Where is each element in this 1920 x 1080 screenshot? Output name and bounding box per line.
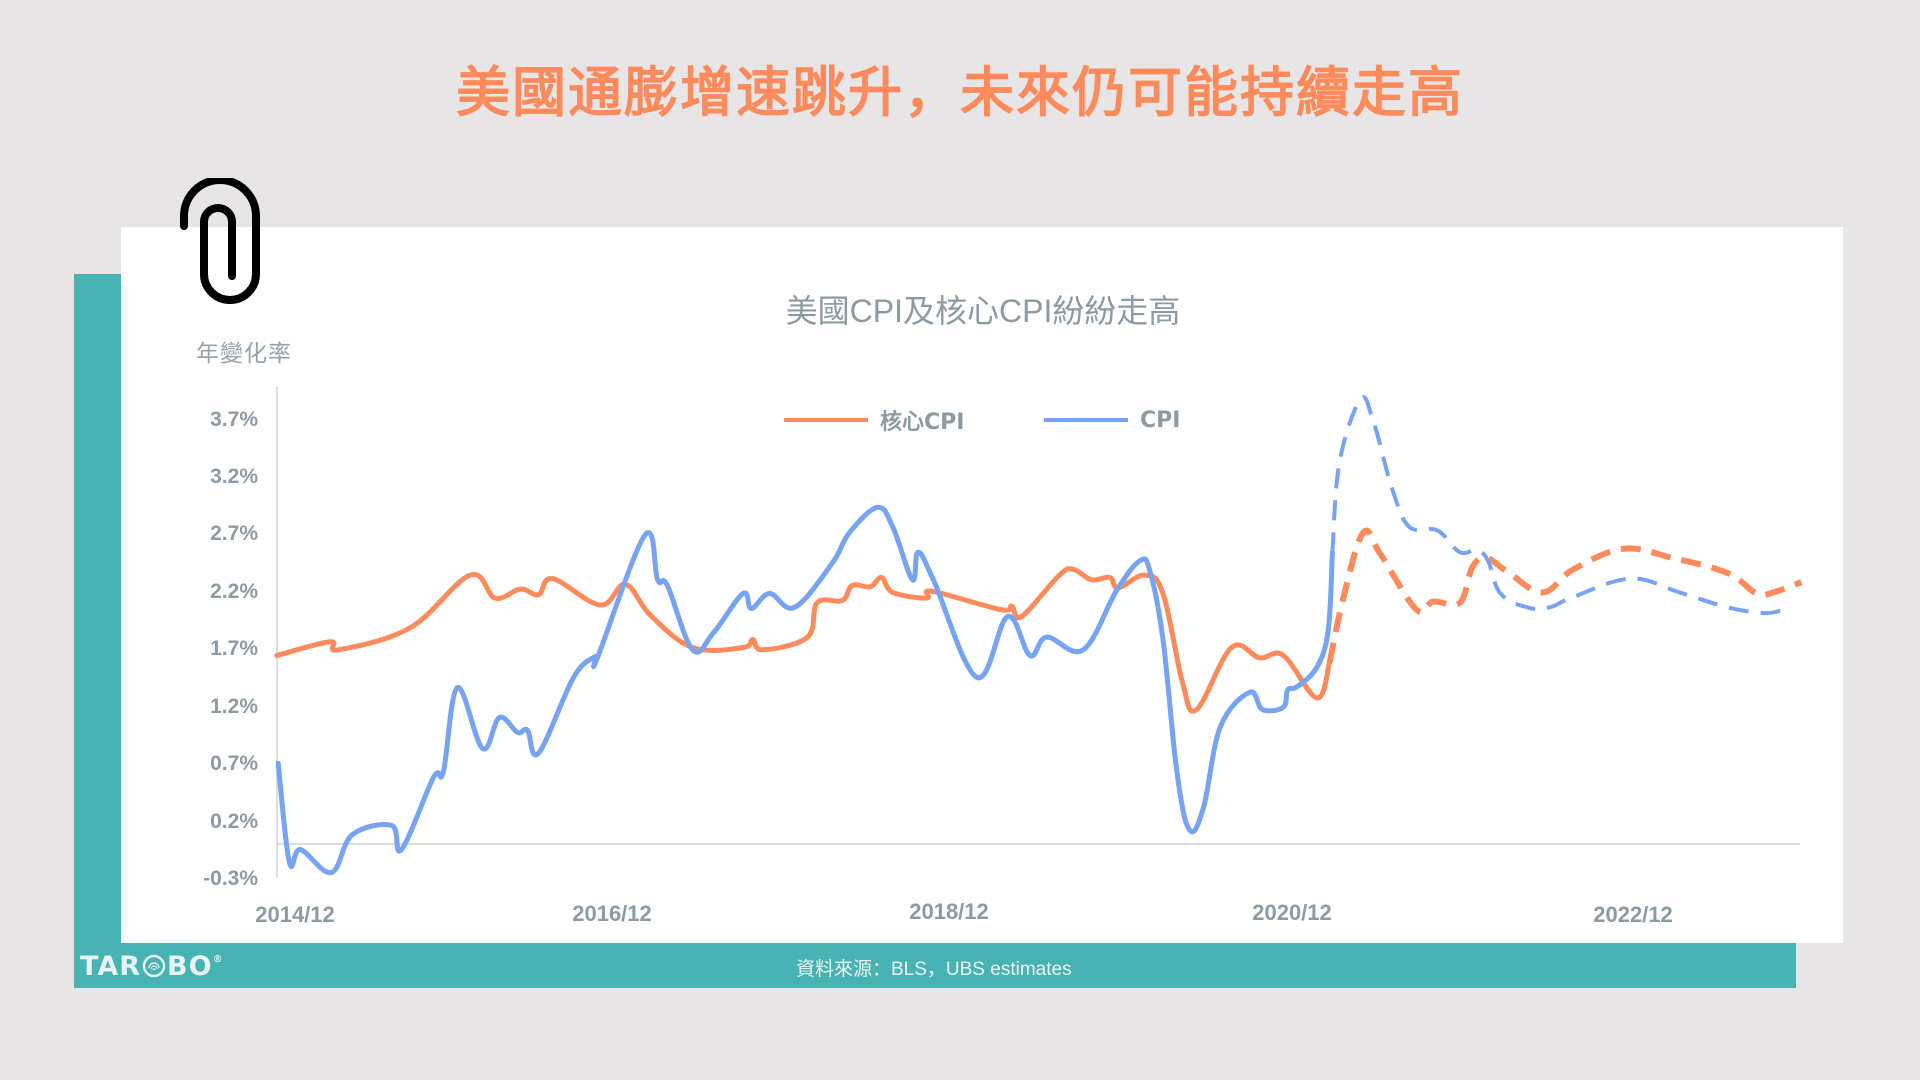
x-tick-label: 2020/12 (1252, 900, 1332, 925)
legend-swatch-core-cpi (784, 418, 868, 422)
y-tick-label: -0.3% (203, 867, 258, 890)
legend-label-cpi: CPI (1140, 407, 1181, 433)
paperclip-icon (180, 178, 260, 304)
fingerprint-icon (142, 954, 166, 978)
footer-band (74, 943, 1796, 988)
y-tick-label: 0.7% (210, 752, 258, 775)
legend-item-core-cpi: 核心CPI (784, 405, 964, 435)
y-tick-label: 3.2% (210, 465, 258, 488)
y-axis-unit-label: 年變化率 (196, 341, 292, 367)
tarobo-logo: TAR BO ® (80, 950, 224, 982)
y-tick-label: 1.2% (210, 695, 258, 718)
legend-swatch-cpi (1044, 418, 1128, 422)
logo-text-left: TAR (80, 950, 142, 982)
logo-mark: ® (212, 954, 224, 965)
chart-title: 美國CPI及核心CPI紛紛走高 (785, 293, 1181, 329)
x-tick-label: 2016/12 (572, 901, 652, 926)
chart-card (121, 227, 1843, 943)
x-tick-label: 2022/12 (1593, 902, 1673, 927)
logo-text-right: BO (167, 950, 213, 982)
x-tick-label: 2014/12 (255, 902, 335, 927)
y-tick-label: 0.2% (210, 810, 258, 833)
page-title: 美國通膨增速跳升，未來仍可能持續走高 (456, 61, 1464, 124)
y-tick-label: 2.7% (210, 522, 258, 545)
legend-label-core-cpi: 核心CPI (880, 410, 965, 435)
data-source-note: 資料來源：BLS，UBS estimates (796, 959, 1072, 980)
y-tick-label: 1.7% (210, 637, 258, 660)
y-tick-label: 3.7% (210, 408, 258, 431)
legend-item-cpi: CPI (1044, 405, 1180, 435)
y-tick-label: 2.2% (210, 580, 258, 603)
x-tick-label: 2018/12 (909, 899, 989, 924)
